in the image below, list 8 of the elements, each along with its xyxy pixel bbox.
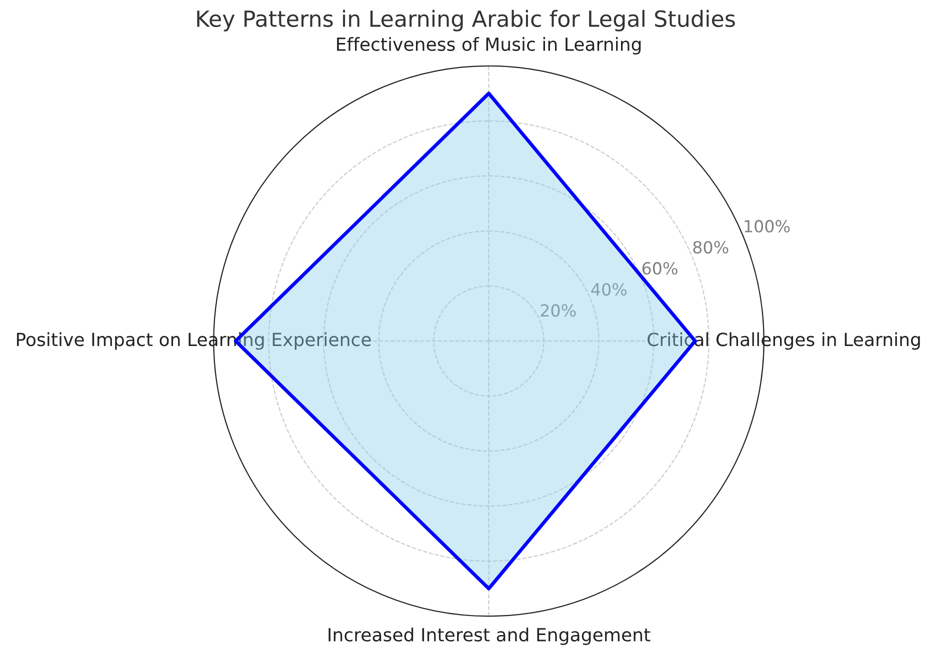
spoke-label: Increased Interest and Engagement [328, 628, 650, 646]
y-tick-label: 100% [744, 220, 790, 233]
y-tick-label: 20% [540, 304, 576, 317]
y-tick-label: 60% [642, 262, 678, 275]
y-tick-label: 80% [693, 240, 728, 254]
y-tick-label: 40% [591, 283, 627, 296]
spoke-label: Effectiveness of Music in Learning [337, 37, 641, 54]
chart-title: Key Patterns in Learning Arabic for Legal Studies [197, 10, 735, 32]
